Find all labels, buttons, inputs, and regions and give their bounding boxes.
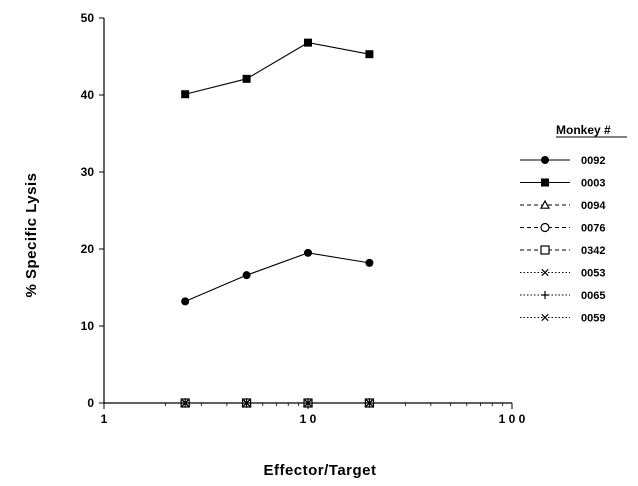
legend-item-0094: 0094 bbox=[520, 200, 606, 212]
data-point bbox=[304, 39, 312, 47]
series-0092 bbox=[181, 249, 373, 306]
legend-label: 0059 bbox=[581, 313, 605, 325]
legend-item-0059: 0059 bbox=[520, 313, 605, 325]
legend-label: 0065 bbox=[581, 290, 605, 302]
legend-marker bbox=[542, 269, 548, 275]
legend-marker bbox=[541, 224, 549, 232]
series-0059 bbox=[182, 400, 373, 406]
x-axis-title: Effector/Target bbox=[263, 462, 376, 479]
legend-label: 0094 bbox=[581, 200, 606, 212]
y-tick-label: 30 bbox=[81, 165, 95, 179]
y-tick-label: 50 bbox=[81, 11, 95, 25]
y-axis-title: % Specific Lysis bbox=[23, 173, 40, 298]
data-point bbox=[304, 249, 312, 257]
legend-title: Monkey # bbox=[556, 123, 611, 137]
series-0003 bbox=[181, 39, 373, 99]
data-point bbox=[365, 259, 373, 267]
legend-item-0076: 0076 bbox=[520, 223, 605, 235]
legend-marker bbox=[541, 291, 549, 299]
x-tick-label: 1 bbox=[101, 412, 108, 426]
x-tick-label: 1 0 bbox=[300, 412, 317, 426]
legend-marker bbox=[541, 179, 549, 187]
data-point bbox=[181, 90, 189, 98]
legend-item-0053: 0053 bbox=[520, 268, 605, 280]
legend-label: 0342 bbox=[581, 245, 605, 257]
legend-item-0003: 0003 bbox=[520, 178, 605, 190]
legend-label: 0092 bbox=[581, 155, 605, 167]
legend-label: 0076 bbox=[581, 223, 605, 235]
legend-label: 0003 bbox=[581, 178, 605, 190]
y-tick-label: 40 bbox=[81, 88, 95, 102]
y-tick-label: 0 bbox=[87, 396, 94, 410]
legend-item-0342: 0342 bbox=[520, 245, 605, 257]
legend: Monkey # 0092 0003 0094 0076 0342 0053 0065 0059 bbox=[520, 123, 627, 325]
legend-marker bbox=[541, 156, 549, 164]
y-tick-label: 10 bbox=[81, 319, 95, 333]
data-point bbox=[243, 271, 251, 279]
legend-marker bbox=[542, 314, 548, 320]
series-line bbox=[185, 43, 369, 95]
series-line bbox=[185, 253, 369, 302]
x-tick-label: 1 0 0 bbox=[499, 412, 526, 426]
data-point bbox=[365, 50, 373, 58]
legend-label: 0053 bbox=[581, 268, 605, 280]
legend-item-0092: 0092 bbox=[520, 155, 605, 167]
y-tick-label: 20 bbox=[81, 242, 95, 256]
legend-marker bbox=[541, 246, 549, 254]
data-point bbox=[243, 75, 251, 83]
plot-area bbox=[181, 39, 373, 407]
axes: 0 10 20 30 40 50 1 1 0 1 0 0 bbox=[81, 11, 526, 426]
data-point bbox=[181, 297, 189, 305]
legend-item-0065: 0065 bbox=[520, 290, 605, 302]
